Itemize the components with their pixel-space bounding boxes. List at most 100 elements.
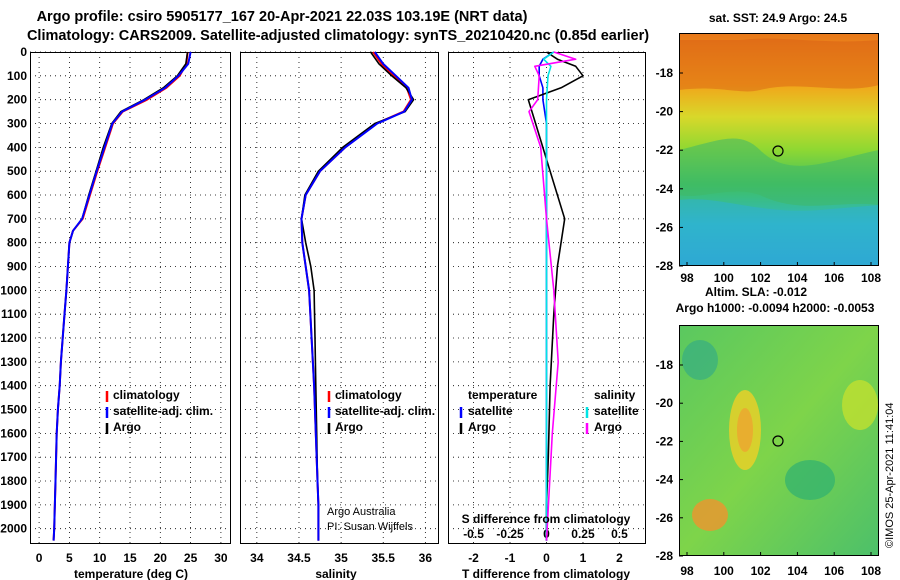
salinity-argo-line <box>300 51 415 541</box>
sst-map-title: sat. SST: 24.9 Argo: 24.5 <box>709 11 848 25</box>
legend-climatology: climatology <box>113 388 180 402</box>
depth-axis-labels: 0 100 200 300 400 500 600 700 800 900 1000 1100 1200… <box>0 45 27 536</box>
depth-tick-label: 1100 <box>1 307 27 321</box>
x-tick-label: 34 <box>250 551 264 565</box>
sst-map: sat. SST: 24.9 Argo: 24.5 -18 -20 -22 -24 -2… <box>656 11 882 285</box>
map-x-tick-label: 102 <box>751 564 771 578</box>
map-x-tick-label: 100 <box>714 271 734 285</box>
map-y-tick-label: -26 <box>656 220 674 234</box>
sla-argo-location-marker <box>772 435 784 447</box>
x-tick-label: 36 <box>419 551 433 565</box>
depth-tick-label: 900 <box>7 260 27 274</box>
salinity-legend: climatology satellite-adj. clim. Argo Ar… <box>327 388 435 533</box>
legend-argo: Argo <box>113 420 141 434</box>
sst-map-frame <box>679 33 879 266</box>
sla-map-title-1: Altim. SLA: -0.012 <box>705 285 807 299</box>
x-tick-label: 2 <box>616 551 623 565</box>
depth-tick-label: 1400 <box>0 379 27 393</box>
depth-tick-label: 1900 <box>0 498 27 512</box>
depth-tick-label: 600 <box>7 188 27 202</box>
legend-title-temperature: temperature <box>468 388 538 402</box>
temperature-satellite-line <box>52 51 192 541</box>
depth-tick-label: 0 <box>20 45 27 59</box>
x-tick-label: 34.5 <box>287 551 311 565</box>
map-y-tick-label: -18 <box>656 358 674 372</box>
map-x-tick-label: 100 <box>714 564 734 578</box>
depth-tick-label: 1300 <box>0 355 27 369</box>
t-diff-argo-line <box>527 51 584 541</box>
x-tick-label: 5 <box>66 551 73 565</box>
legend-t-satellite: satellite <box>468 404 513 418</box>
x-tick-label: 10 <box>93 551 107 565</box>
s-tick-label: -0.5 <box>463 527 484 541</box>
s-tick-label: -0.25 <box>496 527 524 541</box>
depth-tick-label: 500 <box>7 164 27 178</box>
depth-tick-label: 1000 <box>0 283 27 297</box>
depth-tick-label: 1500 <box>0 403 27 417</box>
credit-argo-australia: Argo Australia <box>327 506 396 518</box>
s-diff-argo-line <box>528 51 577 541</box>
x-tick-label: 20 <box>154 551 168 565</box>
depth-tick-label: 800 <box>7 236 27 250</box>
depth-tick-label: 1700 <box>0 450 27 464</box>
legend-climatology: climatology <box>335 388 402 402</box>
sla-high-anomaly-sw <box>692 499 728 531</box>
profile-lines <box>52 51 584 541</box>
temperature-axis-label: temperature (deg C) <box>74 567 188 580</box>
x-tick-labels: 0 5 10 15 20 25 30 34 34.5 35 35.5 36 -2 -1 0 1 2 -0.5 -0.… <box>36 527 628 565</box>
x-tick-label: 30 <box>214 551 228 565</box>
salinity-satellite-line <box>300 51 413 541</box>
depth-tick-label: 300 <box>7 117 27 131</box>
salinity-axis-label: salinity <box>315 567 357 580</box>
legend-s-argo: Argo <box>594 420 622 434</box>
temperature-panel-frame <box>30 52 231 544</box>
depth-tick-label: 1800 <box>0 474 27 488</box>
map-x-tick-label: 102 <box>751 271 771 285</box>
map-y-tick-label: -28 <box>656 549 674 563</box>
title-line-1: Argo profile: csiro 5905177_167 20-Apr-2… <box>37 9 528 25</box>
x-tick-label: 15 <box>123 551 137 565</box>
difference-legend: temperature salinity satellite Argo sate… <box>459 388 639 526</box>
map-x-tick-label: 104 <box>787 271 807 285</box>
sst-coldest-band <box>679 199 879 266</box>
depth-tick-label: 100 <box>7 69 27 83</box>
map-x-tick-label: 108 <box>861 564 881 578</box>
grid-layer <box>30 51 645 543</box>
map-x-tick-label: 106 <box>824 271 844 285</box>
sla-map: Altim. SLA: -0.012 Argo h1000: -0.0094 h… <box>656 285 882 578</box>
x-tick-label: -1 <box>505 551 516 565</box>
legend-s-satellite: satellite <box>594 404 639 418</box>
sst-cool-band <box>679 138 879 206</box>
sst-y-ticks: -18 -20 -22 -24 -26 -28 <box>656 66 683 273</box>
depth-tick-label: 200 <box>7 93 27 107</box>
map-y-tick-label: -22 <box>656 143 674 157</box>
x-tick-label: 0 <box>543 551 550 565</box>
x-tick-label: 0 <box>36 551 43 565</box>
map-y-tick-label: -28 <box>656 259 674 273</box>
sla-high-anomaly-east <box>842 380 878 430</box>
credit-pi: PI: Susan Wijffels <box>327 521 413 533</box>
sla-x-ticks: 98 100 102 104 106 108 <box>680 552 881 578</box>
title-line-2: Climatology: CARS2009. Satellite-adjuste… <box>27 28 649 44</box>
x-tick-label: 25 <box>184 551 198 565</box>
sla-low-anomaly <box>785 460 835 500</box>
depth-tick-label: 400 <box>7 140 27 154</box>
map-y-tick-label: -24 <box>656 473 674 487</box>
map-x-tick-label: 106 <box>824 564 844 578</box>
map-y-tick-label: -20 <box>656 396 674 410</box>
imos-timestamp: ©IMOS 25-Apr-2021 11:41:04 <box>884 403 896 548</box>
sla-map-title-2: Argo h1000: -0.0094 h2000: -0.0053 <box>676 301 875 315</box>
map-y-tick-label: -20 <box>656 105 674 119</box>
s-difference-axis-label: S difference from climatology <box>462 512 631 526</box>
temperature-climatology-line <box>52 51 189 541</box>
map-x-tick-label: 104 <box>787 564 807 578</box>
depth-tick-label: 1600 <box>0 426 27 440</box>
salinity-panel-frame <box>240 52 439 544</box>
x-tick-label: 35 <box>334 551 348 565</box>
sla-map-frame <box>679 325 879 556</box>
map-y-tick-label: -22 <box>656 434 674 448</box>
map-x-tick-label: 98 <box>680 564 694 578</box>
x-tick-label: 35.5 <box>372 551 396 565</box>
sst-warm-band <box>679 38 879 92</box>
